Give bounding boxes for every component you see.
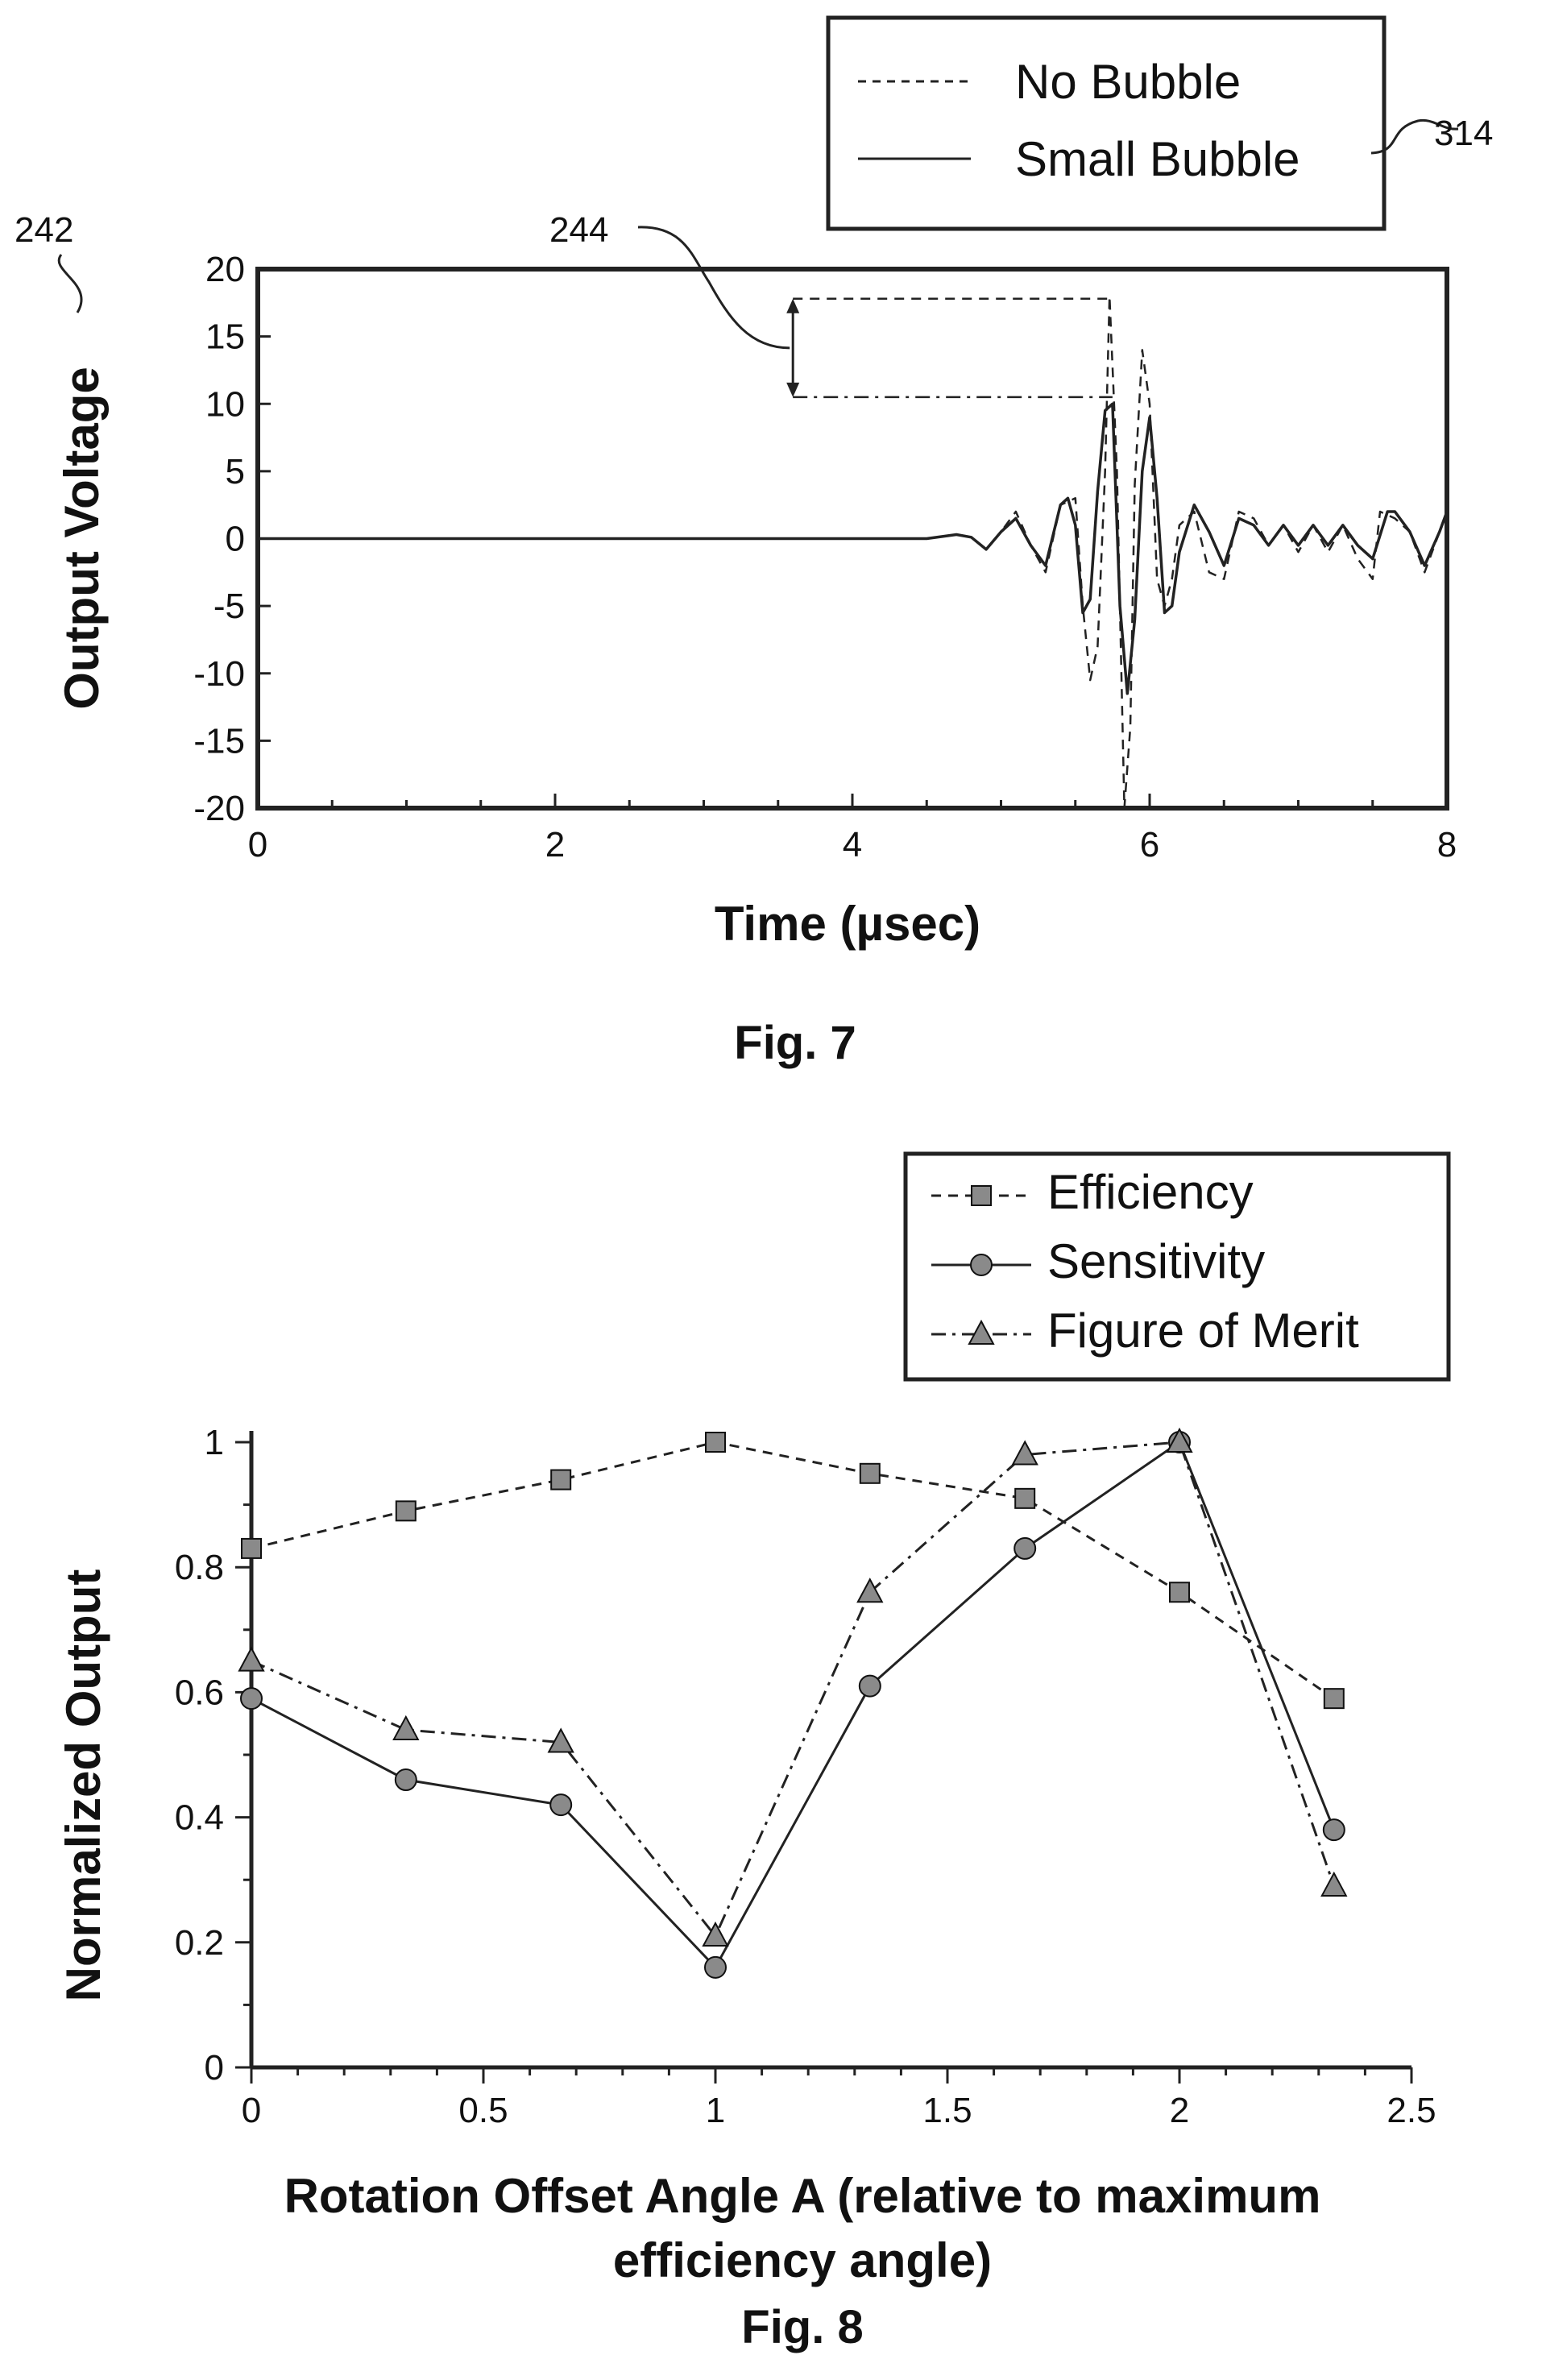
fig8-point-efficiency	[395, 1500, 417, 1522]
fig7-amplitude-leader	[637, 226, 790, 350]
fig7-series-no-bubble	[258, 295, 1447, 808]
fig8-plot-area: 1 0.8 0.6 0.4 0.2 00 0.5 1 1.5 2 2.5	[175, 1423, 1436, 2130]
fig7-amplitude-arrowhead-down	[786, 382, 800, 397]
fig7-y-tick-label: 5	[226, 452, 245, 491]
fig8-point-figure-of-merit	[547, 1727, 574, 1753]
fig8-point-figure-of-merit	[392, 1715, 420, 1740]
fig8-point-sensitivity	[549, 1793, 573, 1817]
fig8-x-axis-title-line1: Rotation Offset Angle A (relative to max…	[284, 2169, 1321, 2223]
fig8-series-figure-of-merit	[251, 1441, 1336, 1938]
fig8-x-tick-label: 2	[1170, 2091, 1189, 2130]
fig7-y-axis-title: Output Voltage	[55, 367, 109, 710]
fig8-point-figure-of-merit	[238, 1646, 265, 1672]
fig8-y-axis-title: Normalized Output	[56, 1569, 110, 2002]
fig8-series-sensitivity	[251, 1441, 1336, 1969]
fig7-x-tick-label: 0	[248, 825, 267, 865]
fig7-x-tick-label: 2	[545, 825, 565, 865]
fig8-point-sensitivity	[858, 1674, 881, 1698]
fig7-plot-leader	[57, 254, 83, 313]
fig8-y-tick-label: 0.8	[175, 1548, 224, 1587]
fig7-ref-label-plot: 242	[15, 210, 73, 250]
fig8-x-tick-label: 0	[242, 2091, 261, 2130]
fig8-chart: Efficiency Sensitivity Figure of Merit 1…	[56, 1151, 1451, 2353]
fig8-point-efficiency	[1169, 1582, 1190, 1603]
fig8-point-figure-of-merit	[856, 1578, 884, 1603]
fig8-legend-marker-figure-of-merit	[968, 1319, 995, 1345]
fig8-point-figure-of-merit	[1011, 1440, 1038, 1466]
fig7-y-tick-label: -15	[193, 721, 245, 761]
fig8-point-efficiency	[705, 1432, 726, 1453]
fig8-y-tick-label: 1	[205, 1423, 224, 1462]
fig7-series-small-bubble	[258, 402, 1447, 695]
fig8-point-sensitivity	[1322, 1818, 1345, 1842]
fig8-legend-box	[903, 1151, 1451, 1382]
fig7-amplitude-arrowhead-up	[786, 298, 800, 313]
fig8-point-efficiency	[859, 1462, 881, 1484]
fig8-legend-label-0: Efficiency	[1047, 1165, 1254, 1219]
fig7-legend-leader	[1370, 118, 1459, 155]
fig8-point-figure-of-merit	[1320, 1871, 1348, 1897]
fig8-point-sensitivity	[394, 1768, 417, 1792]
fig8-series-efficiency	[251, 1441, 1335, 1700]
fig8-point-efficiency	[1323, 1688, 1345, 1710]
fig8-x-tick-label: 2.5	[1387, 2091, 1436, 2130]
fig8-point-sensitivity	[1013, 1536, 1037, 1560]
fig8-point-efficiency	[1014, 1487, 1036, 1509]
fig8-legend: Efficiency Sensitivity Figure of Merit	[903, 1151, 1451, 1382]
fig7-y-tick-label: -20	[193, 789, 245, 828]
fig8-x-axis-title-line2: efficiency angle)	[613, 2233, 992, 2287]
fig8-y-tick-label: 0.6	[175, 1673, 224, 1712]
fig7-ref-label-amplitude: 244	[549, 210, 608, 250]
fig8-legend-marker-efficiency	[971, 1185, 992, 1206]
fig7-legend: No Bubble Small Bubble	[826, 15, 1387, 231]
fig7-x-tick-label: 4	[843, 825, 862, 865]
fig7-legend-label-1: Small Bubble	[1015, 132, 1300, 186]
fig7-x-axis-title: Time (µsec)	[715, 897, 980, 951]
fig7-y-tick-label: -5	[213, 587, 245, 626]
fig7-x-tick-label: 6	[1140, 825, 1159, 865]
fig8-y-tick-label: 0.2	[175, 1923, 224, 1963]
fig7-caption: Fig. 7	[734, 1017, 856, 1069]
fig7-x-tick-label: 8	[1437, 825, 1457, 865]
fig8-point-figure-of-merit	[1166, 1427, 1193, 1453]
fig7-y-tick-label: 0	[226, 520, 245, 559]
fig7-legend-label-0: No Bubble	[1015, 55, 1241, 109]
fig8-point-efficiency	[241, 1537, 262, 1559]
fig7-y-tick-label: 10	[205, 384, 245, 424]
fig7-y-tick-label: 20	[205, 250, 245, 289]
fig7-legend-box	[826, 15, 1387, 231]
fig8-legend-marker-sensitivity	[970, 1254, 993, 1276]
fig8-legend-label-1: Sensitivity	[1047, 1234, 1265, 1288]
fig8-point-sensitivity	[240, 1687, 263, 1710]
fig8-legend-label-2: Figure of Merit	[1047, 1304, 1359, 1358]
fig8-x-tick-label: 1	[706, 2091, 725, 2130]
fig8-x-tick-label: 0.5	[458, 2091, 508, 2130]
fig8-caption: Fig. 8	[741, 2301, 863, 2353]
fig8-y-tick-label: 0.4	[175, 1798, 224, 1838]
fig8-point-sensitivity	[704, 1955, 727, 1979]
fig8-y-tick-label: 0	[205, 2048, 224, 2088]
fig8-point-efficiency	[550, 1469, 572, 1491]
fig7-legend-ref-label: 314	[1434, 114, 1493, 153]
fig8-point-figure-of-merit	[702, 1921, 729, 1947]
fig7-y-tick-label: 15	[205, 317, 245, 357]
fig7-y-tick-label: -10	[193, 654, 245, 694]
fig7-chart: No Bubble Small Bubble 314 242 244 20151…	[15, 15, 1493, 1069]
fig8-x-tick-label: 1.5	[922, 2091, 972, 2130]
